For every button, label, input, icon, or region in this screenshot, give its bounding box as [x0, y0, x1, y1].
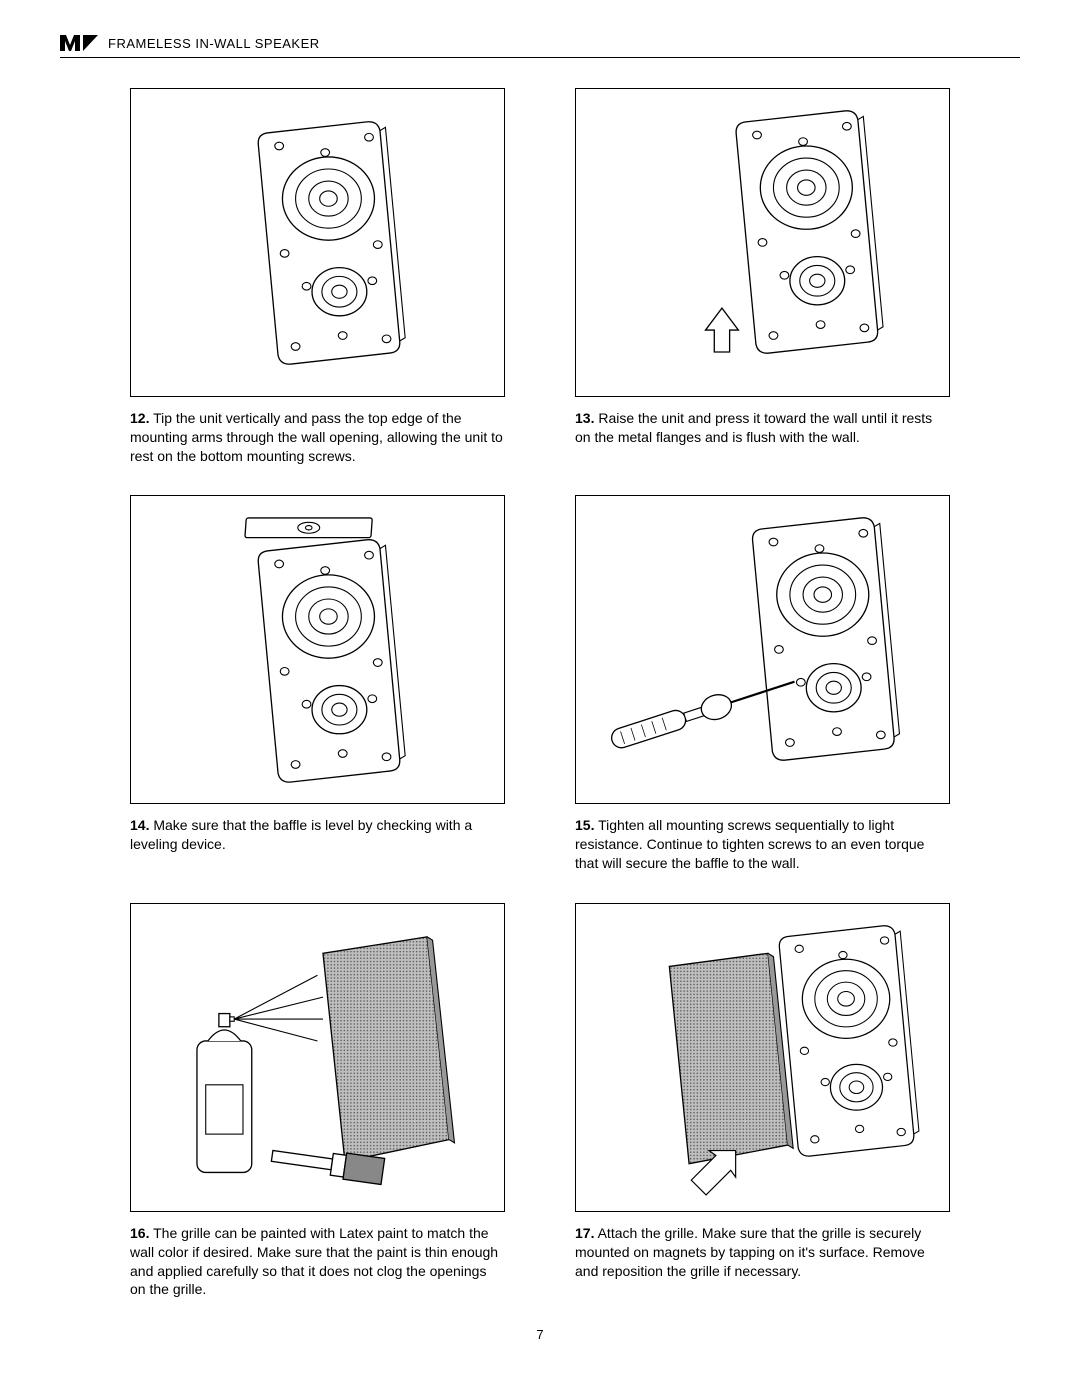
figure-12	[130, 88, 505, 397]
figure-14	[130, 495, 505, 804]
step-number: 16.	[130, 1225, 149, 1241]
caption-16: 16. The grille can be painted with Latex…	[130, 1224, 505, 1300]
page-number: 7	[60, 1327, 1020, 1342]
step-text: Make sure that the baffle is level by ch…	[130, 817, 472, 852]
header-title: FRAMELESS IN-WALL SPEAKER	[108, 36, 320, 51]
figure-15	[575, 495, 950, 804]
brand-logo-icon	[60, 35, 98, 51]
step-16: 16. The grille can be painted with Latex…	[130, 903, 505, 1299]
diagram-grille-attach-icon	[576, 904, 949, 1211]
step-text: Tighten all mounting screws sequentially…	[575, 817, 924, 871]
step-number: 15.	[575, 817, 594, 833]
caption-17: 17. Attach the grille. Make sure that th…	[575, 1224, 950, 1281]
caption-14: 14. Make sure that the baffle is level b…	[130, 816, 505, 854]
step-number: 13.	[575, 410, 594, 426]
figure-17	[575, 903, 950, 1212]
diagram-grille-paint-icon	[131, 904, 504, 1211]
step-text: The grille can be painted with Latex pai…	[130, 1225, 498, 1298]
diagram-speaker-screwdriver-icon	[576, 496, 949, 803]
caption-12: 12. Tip the unit vertically and pass the…	[130, 409, 505, 466]
step-number: 14.	[130, 817, 149, 833]
step-14: 14. Make sure that the baffle is level b…	[130, 495, 505, 872]
figure-13	[575, 88, 950, 397]
step-number: 17.	[575, 1225, 594, 1241]
figure-16	[130, 903, 505, 1212]
step-number: 12.	[130, 410, 149, 426]
diagram-speaker-raise-icon	[576, 89, 949, 396]
diagram-speaker-tilted-icon	[131, 89, 504, 396]
diagram-speaker-level-icon	[131, 496, 504, 803]
step-15: 15. Tighten all mounting screws sequenti…	[575, 495, 950, 872]
step-text: Attach the grille. Make sure that the gr…	[575, 1225, 925, 1279]
steps-grid: 12. Tip the unit vertically and pass the…	[60, 88, 1020, 1299]
step-17: 17. Attach the grille. Make sure that th…	[575, 903, 950, 1299]
step-12: 12. Tip the unit vertically and pass the…	[130, 88, 505, 465]
step-text: Raise the unit and press it toward the w…	[575, 410, 932, 445]
step-13: 13. Raise the unit and press it toward t…	[575, 88, 950, 465]
caption-13: 13. Raise the unit and press it toward t…	[575, 409, 950, 447]
step-text: Tip the unit vertically and pass the top…	[130, 410, 503, 464]
page-header: FRAMELESS IN-WALL SPEAKER	[60, 35, 1020, 58]
caption-15: 15. Tighten all mounting screws sequenti…	[575, 816, 950, 873]
